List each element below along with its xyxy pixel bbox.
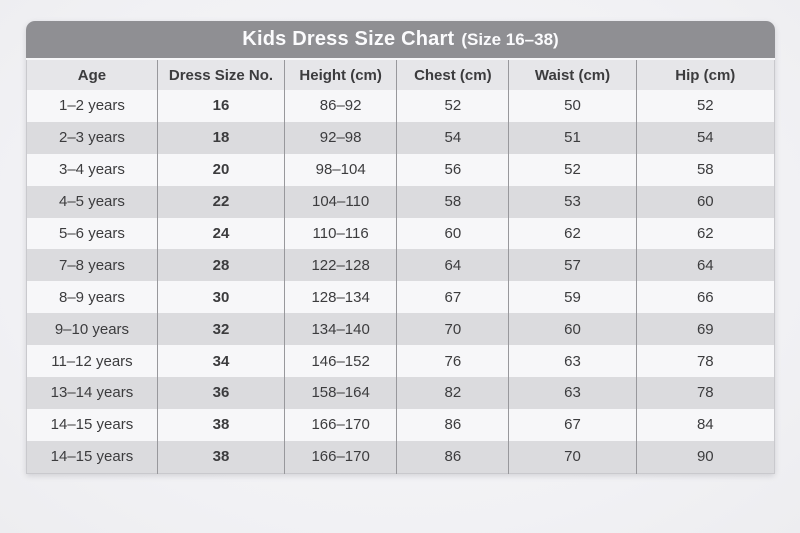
table-cell-waist-cm: 63 bbox=[508, 377, 637, 409]
table-cell-waist-cm: 67 bbox=[508, 408, 637, 441]
column-header-hip-cm: Hip (cm) bbox=[635, 60, 775, 90]
table-cell-dress-size-no: 20 bbox=[156, 153, 285, 186]
table-cell-chest-cm: 58 bbox=[396, 185, 509, 218]
table-cell-height-cm: 98–104 bbox=[284, 153, 397, 186]
table-cell-dress-size-no: 18 bbox=[156, 121, 285, 154]
table-cell-height-cm: 128–134 bbox=[284, 281, 397, 314]
table-cell-height-cm: 92–98 bbox=[284, 121, 397, 154]
table-cell-age: 1–2 years bbox=[26, 90, 158, 122]
table-cell-age: 8–9 years bbox=[26, 281, 158, 314]
size-chart-card: Kids Dress Size Chart (Size 16–38) Age Dr… bbox=[26, 21, 775, 474]
table-cell-chest-cm: 70 bbox=[396, 313, 509, 346]
table-cell-dress-size-no: 38 bbox=[156, 440, 285, 474]
column-header-waist-cm: Waist (cm) bbox=[508, 60, 637, 90]
table-row: 5–6 years 24 110–116 60 62 62 bbox=[26, 217, 775, 250]
table-cell-waist-cm: 53 bbox=[508, 185, 637, 218]
table-cell-chest-cm: 76 bbox=[396, 345, 509, 378]
table-cell-chest-cm: 64 bbox=[396, 249, 509, 282]
table-cell-height-cm: 166–170 bbox=[284, 408, 397, 441]
chart-title-bar: Kids Dress Size Chart (Size 16–38) bbox=[26, 21, 775, 60]
table-cell-chest-cm: 52 bbox=[396, 90, 509, 122]
table-cell-waist-cm: 70 bbox=[508, 440, 637, 474]
table-cell-chest-cm: 54 bbox=[396, 121, 509, 154]
size-chart-table: Age Dress Size No. Height (cm) Chest (cm) Wa… bbox=[26, 60, 775, 474]
table-cell-age: 5–6 years bbox=[26, 217, 158, 250]
table-cell-hip-cm: 60 bbox=[635, 185, 775, 218]
table-cell-dress-size-no: 38 bbox=[156, 408, 285, 441]
chart-title: Kids Dress Size Chart bbox=[242, 28, 455, 50]
table-cell-age: 9–10 years bbox=[26, 313, 158, 346]
table-cell-height-cm: 158–164 bbox=[284, 377, 397, 409]
table-cell-waist-cm: 62 bbox=[508, 217, 637, 250]
table-cell-hip-cm: 52 bbox=[635, 90, 775, 122]
table-cell-age: 14–15 years bbox=[26, 408, 158, 441]
table-row: 3–4 years 20 98–104 56 52 58 bbox=[26, 153, 775, 186]
table-cell-dress-size-no: 30 bbox=[156, 281, 285, 314]
table-cell-waist-cm: 57 bbox=[508, 249, 637, 282]
table-header-row: Age Dress Size No. Height (cm) Chest (cm) Wa… bbox=[26, 60, 775, 90]
column-header-height-cm: Height (cm) bbox=[284, 60, 397, 90]
table-cell-dress-size-no: 28 bbox=[156, 249, 285, 282]
table-cell-age: 14–15 years bbox=[26, 440, 158, 474]
table-cell-chest-cm: 86 bbox=[396, 408, 509, 441]
table-cell-chest-cm: 86 bbox=[396, 440, 509, 474]
table-cell-chest-cm: 60 bbox=[396, 217, 509, 250]
table-cell-waist-cm: 63 bbox=[508, 345, 637, 378]
table-cell-hip-cm: 62 bbox=[635, 217, 775, 250]
table-cell-waist-cm: 59 bbox=[508, 281, 637, 314]
table-cell-waist-cm: 60 bbox=[508, 313, 637, 346]
table-cell-hip-cm: 64 bbox=[635, 249, 775, 282]
table-cell-waist-cm: 52 bbox=[508, 153, 637, 186]
table-row: 4–5 years 22 104–110 58 53 60 bbox=[26, 185, 775, 218]
table-cell-dress-size-no: 22 bbox=[156, 185, 285, 218]
table-row: 2–3 years 18 92–98 54 51 54 bbox=[26, 121, 775, 154]
table-cell-dress-size-no: 34 bbox=[156, 345, 285, 378]
table-cell-age: 13–14 years bbox=[26, 377, 158, 409]
table-cell-height-cm: 86–92 bbox=[284, 90, 397, 122]
table-row: 11–12 years 34 146–152 76 63 78 bbox=[26, 345, 775, 378]
table-cell-hip-cm: 78 bbox=[635, 345, 775, 378]
table-cell-hip-cm: 58 bbox=[635, 153, 775, 186]
table-row: 14–15 years 38 166–170 86 67 84 bbox=[26, 408, 775, 441]
table-row: 7–8 years 28 122–128 64 57 64 bbox=[26, 249, 775, 282]
table-cell-height-cm: 104–110 bbox=[284, 185, 397, 218]
table-cell-hip-cm: 78 bbox=[635, 377, 775, 409]
table-cell-dress-size-no: 36 bbox=[156, 377, 285, 409]
table-cell-age: 2–3 years bbox=[26, 121, 158, 154]
table-cell-chest-cm: 67 bbox=[396, 281, 509, 314]
column-header-age: Age bbox=[26, 60, 158, 90]
table-cell-age: 11–12 years bbox=[26, 345, 158, 378]
table-cell-age: 4–5 years bbox=[26, 185, 158, 218]
table-row: 1–2 years 16 86–92 52 50 52 bbox=[26, 90, 775, 122]
table-cell-height-cm: 122–128 bbox=[284, 249, 397, 282]
column-header-chest-cm: Chest (cm) bbox=[396, 60, 509, 90]
table-cell-hip-cm: 90 bbox=[635, 440, 775, 474]
table-cell-height-cm: 110–116 bbox=[284, 217, 397, 250]
table-cell-height-cm: 146–152 bbox=[284, 345, 397, 378]
table-cell-waist-cm: 51 bbox=[508, 121, 637, 154]
table-row: 9–10 years 32 134–140 70 60 69 bbox=[26, 313, 775, 346]
chart-subtitle: (Size 16–38) bbox=[461, 29, 559, 49]
table-cell-dress-size-no: 24 bbox=[156, 217, 285, 250]
table-cell-chest-cm: 56 bbox=[396, 153, 509, 186]
table-cell-waist-cm: 50 bbox=[508, 90, 637, 122]
table-cell-height-cm: 134–140 bbox=[284, 313, 397, 346]
table-cell-chest-cm: 82 bbox=[396, 377, 509, 409]
table-row: 8–9 years 30 128–134 67 59 66 bbox=[26, 281, 775, 314]
table-cell-age: 3–4 years bbox=[26, 153, 158, 186]
table-cell-hip-cm: 84 bbox=[635, 408, 775, 441]
table-row: 14–15 years 38 166–170 86 70 90 bbox=[26, 440, 775, 474]
table-cell-hip-cm: 54 bbox=[635, 121, 775, 154]
table-cell-hip-cm: 69 bbox=[635, 313, 775, 346]
table-cell-hip-cm: 66 bbox=[635, 281, 775, 314]
table-cell-age: 7–8 years bbox=[26, 249, 158, 282]
table-cell-dress-size-no: 32 bbox=[156, 313, 285, 346]
table-cell-height-cm: 166–170 bbox=[284, 440, 397, 474]
table-row: 13–14 years 36 158–164 82 63 78 bbox=[26, 377, 775, 409]
column-header-dress-size-no: Dress Size No. bbox=[156, 60, 285, 90]
table-cell-dress-size-no: 16 bbox=[156, 90, 285, 122]
